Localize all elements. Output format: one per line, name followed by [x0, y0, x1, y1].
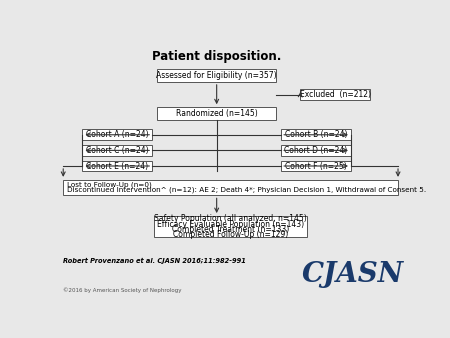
FancyBboxPatch shape	[301, 89, 370, 100]
FancyBboxPatch shape	[281, 129, 351, 140]
FancyBboxPatch shape	[82, 161, 152, 171]
Text: Safety Population (all analyzed, n=145): Safety Population (all analyzed, n=145)	[154, 214, 307, 223]
FancyBboxPatch shape	[281, 145, 351, 156]
Text: Patient disposition.: Patient disposition.	[152, 50, 281, 63]
Text: Excluded  (n=212): Excluded (n=212)	[300, 90, 371, 99]
Text: Discontinued Intervention^ (n=12): AE 2; Death 4*; Physician Decision 1, Withdra: Discontinued Intervention^ (n=12): AE 2;…	[68, 187, 427, 193]
Text: Efficacy Evaluable Population (n=143): Efficacy Evaluable Population (n=143)	[157, 220, 304, 228]
Text: Cohort F (n=25): Cohort F (n=25)	[285, 162, 347, 170]
FancyBboxPatch shape	[281, 161, 351, 171]
FancyBboxPatch shape	[158, 107, 276, 120]
Text: Cohort E (n=24): Cohort E (n=24)	[86, 162, 148, 170]
FancyBboxPatch shape	[154, 216, 307, 237]
FancyBboxPatch shape	[63, 180, 398, 195]
Text: Cohort B (n=24): Cohort B (n=24)	[285, 130, 347, 139]
FancyBboxPatch shape	[158, 69, 276, 82]
Text: Assessed for Eligibility (n=357): Assessed for Eligibility (n=357)	[156, 71, 277, 80]
Text: Cohort A (n=24): Cohort A (n=24)	[86, 130, 148, 139]
Text: Randomized (n=145): Randomized (n=145)	[176, 109, 257, 118]
FancyBboxPatch shape	[82, 129, 152, 140]
Text: Completed Follow-Up (n=129): Completed Follow-Up (n=129)	[173, 230, 288, 239]
Text: ©2016 by American Society of Nephrology: ©2016 by American Society of Nephrology	[63, 288, 182, 293]
FancyBboxPatch shape	[82, 145, 152, 156]
Text: Cohort C (n=24): Cohort C (n=24)	[86, 146, 148, 155]
Text: CJASN: CJASN	[302, 261, 404, 288]
Text: Lost to Follow-Up (n=0): Lost to Follow-Up (n=0)	[68, 182, 152, 188]
Text: Cohort D (n=24): Cohort D (n=24)	[284, 146, 348, 155]
Text: Robert Provenzano et al. CJASN 2016;11:982-991: Robert Provenzano et al. CJASN 2016;11:9…	[63, 258, 246, 264]
Text: Completed Treatment (n=133): Completed Treatment (n=133)	[172, 225, 289, 234]
